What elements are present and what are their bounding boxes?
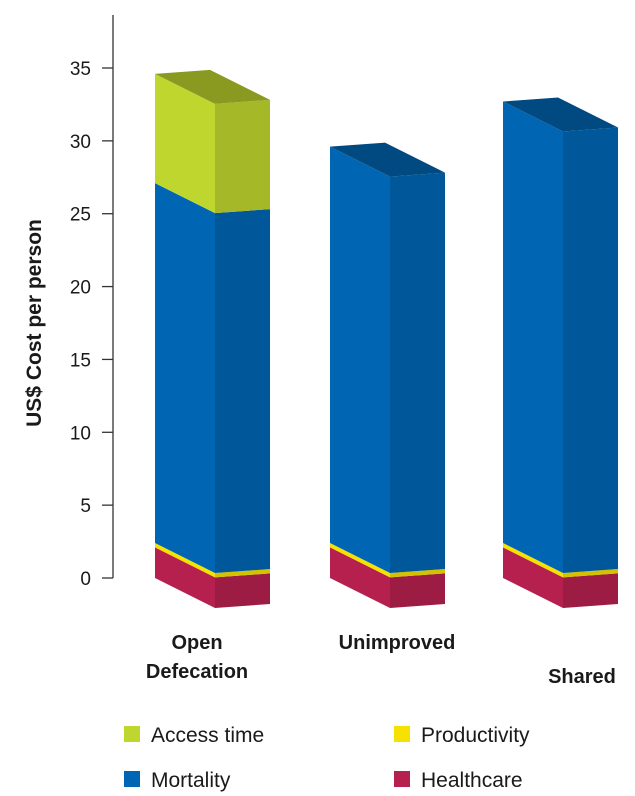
bar-segment-mortality	[155, 183, 270, 574]
category-label-open-defecation: Open Defecation	[146, 632, 248, 683]
bar-front-face	[503, 543, 563, 578]
legend-label: Productivity	[421, 724, 530, 747]
legend-swatch	[394, 726, 410, 742]
legend-label: Access time	[151, 724, 264, 747]
legend-item-productivity: Productivity	[394, 724, 530, 747]
bars	[155, 69, 618, 608]
legend-item-healthcare: Healthcare	[394, 769, 523, 792]
bar-side-face	[390, 569, 445, 578]
category-labels: Open Defecation Unimproved Shared	[146, 632, 616, 688]
bar-top-face	[330, 142, 445, 177]
bar-front-face	[155, 73, 215, 214]
bar-front-face	[503, 101, 563, 574]
y-tick-label: 35	[70, 59, 91, 80]
bar-side-face	[215, 569, 270, 578]
bar-front-face	[155, 543, 215, 578]
bar-segment-healthcare	[330, 547, 445, 608]
legend-label: Healthcare	[421, 769, 523, 792]
bar-side-face	[215, 99, 270, 214]
category-label-shared: Shared	[548, 666, 616, 688]
bar-segment-productivity	[155, 543, 270, 578]
bar-side-face	[563, 127, 618, 574]
legend-item-access-time: Access time	[124, 724, 264, 747]
bar-segment-mortality	[503, 101, 618, 574]
y-axis: 0 5 10 15 20 25 30 35 US$ Cost per person	[23, 15, 114, 590]
category-label-unimproved: Unimproved	[339, 632, 456, 654]
legend-swatch	[394, 771, 410, 787]
bar-front-face	[330, 547, 390, 608]
bar-shared	[503, 97, 618, 608]
y-axis-title: US$ Cost per person	[23, 219, 46, 427]
bar-front-face	[503, 547, 563, 608]
y-tick-label: 30	[70, 132, 91, 153]
bar-side-face	[390, 573, 445, 608]
legend-swatch	[124, 771, 140, 787]
y-tick-label: 0	[80, 569, 91, 590]
bar-front-face	[330, 146, 390, 574]
bar-segment-productivity	[330, 543, 445, 578]
bar-open-defecation	[155, 69, 270, 608]
bar-segment-access-time	[155, 73, 270, 214]
bar-segment-mortality	[330, 146, 445, 574]
bar-front-face	[155, 183, 215, 574]
legend-label: Mortality	[151, 769, 231, 792]
legend: Access time Productivity Mortality Healthca…	[124, 724, 530, 792]
y-tick-label: 15	[70, 350, 91, 371]
bar-segment-healthcare	[155, 547, 270, 608]
bar-segment-productivity	[503, 543, 618, 578]
legend-item-mortality: Mortality	[124, 769, 231, 792]
bar-top-face	[155, 69, 270, 104]
bar-unimproved	[330, 142, 445, 608]
bar-side-face	[563, 573, 618, 608]
y-tick-label: 20	[70, 278, 91, 299]
legend-swatch	[124, 726, 140, 742]
bar-segment-healthcare	[503, 547, 618, 608]
y-tick-label: 5	[80, 496, 91, 517]
bar-side-face	[563, 569, 618, 578]
bar-front-face	[155, 547, 215, 608]
bar-side-face	[390, 172, 445, 574]
bar-side-face	[215, 209, 270, 574]
y-tick-label: 10	[70, 423, 91, 444]
bar-top-face	[503, 97, 618, 132]
bar-side-face	[215, 573, 270, 608]
y-tick-label: 25	[70, 205, 91, 226]
bar-front-face	[330, 543, 390, 578]
